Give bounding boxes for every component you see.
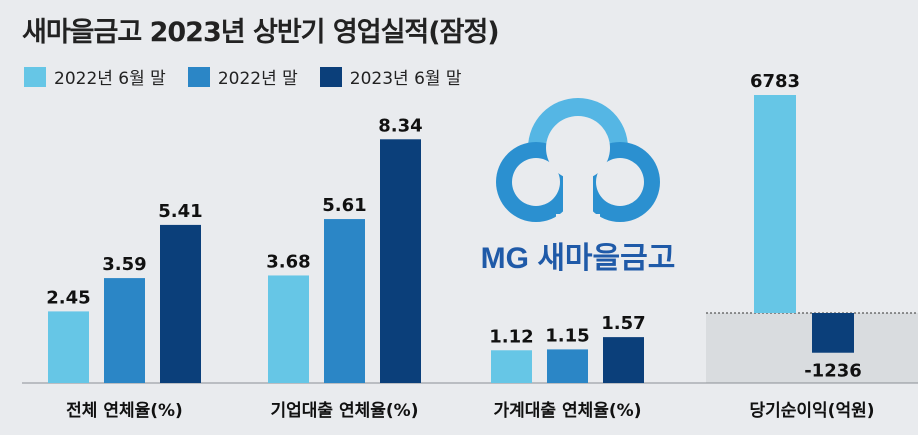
profit-label-0: 6783 <box>750 71 800 92</box>
bars-layer: 2.45 3.59 5.41 전체 연체율(%) 3.68 5.61 8.34 기업대출 연체… <box>46 71 874 421</box>
bar-0-2 <box>160 224 201 383</box>
legend-item-2022-06: 2022년 6월 말 <box>24 64 166 89</box>
legend-swatch-2022-12 <box>187 66 210 87</box>
bar-2-2 <box>603 337 644 383</box>
data-label-2-1: 1.15 <box>545 325 589 346</box>
category-label-1: 기업대출 연체율(%) <box>271 401 419 421</box>
category-label-2: 가계대출 연체율(%) <box>494 401 642 421</box>
mg-logo-cloud-icon <box>496 98 660 226</box>
data-label-0-0: 2.45 <box>46 287 90 308</box>
legend-item-2022-12: 2022년 말 <box>187 64 298 89</box>
mg-logo: MG 새마을금고 <box>481 98 676 275</box>
data-label-2-0: 1.12 <box>489 326 533 347</box>
bar-1-1 <box>324 219 365 383</box>
legend-item-2023-06: 2023년 6월 말 <box>319 64 462 89</box>
category-label-0: 전체 연체율(%) <box>66 401 183 421</box>
bar-1-0 <box>268 275 309 383</box>
chart-title: 새마을금고 2023년 상반기 영업실적(잠정) <box>22 17 500 48</box>
bar-1-2 <box>380 139 421 383</box>
bar-0-0 <box>48 311 89 383</box>
data-label-0-2: 5.41 <box>158 201 202 222</box>
bar-2-1 <box>547 349 588 383</box>
data-label-0-1: 3.59 <box>102 254 146 275</box>
legend-swatch-2023-06 <box>319 66 342 87</box>
legend: 2022년 6월 말 2022년 말 2023년 6월 말 <box>24 64 484 89</box>
data-label-1-1: 5.61 <box>322 195 366 216</box>
data-label-1-2: 8.34 <box>378 115 422 136</box>
profit-label-1: -1236 <box>804 361 862 382</box>
profit-category-label: 당기순이익(억원) <box>749 401 874 421</box>
legend-label-2023-06: 2023년 6월 말 <box>349 69 462 89</box>
legend-swatch-2022-06 <box>24 66 46 87</box>
data-label-2-2: 1.57 <box>601 313 645 334</box>
bar-0-1 <box>104 278 145 383</box>
bar-2-0 <box>491 350 532 383</box>
legend-label-2022-12: 2022년 말 <box>217 69 298 89</box>
legend-label-2022-06: 2022년 6월 말 <box>54 69 166 89</box>
profit-bar-0 <box>754 95 796 313</box>
profit-bar-1 <box>812 313 854 353</box>
mg-logo-text: MG 새마을금고 <box>481 242 676 275</box>
data-label-1-0: 3.68 <box>266 251 310 272</box>
